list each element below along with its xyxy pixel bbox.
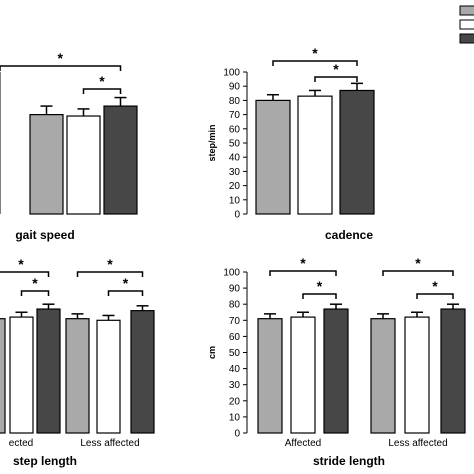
step-bar [36,308,61,434]
stride-y-tick-label: 100 [223,268,240,279]
stride-bar [440,308,466,434]
step-significance-bracket [20,290,50,296]
cadence-chart-title: cadence [325,228,373,242]
step-significance-bracket [76,271,144,277]
stride-y-tick-label: 90 [229,284,241,295]
gait-significance-star: * [58,50,64,66]
stride-y-tick-label: 40 [229,364,241,375]
step-bar [65,318,90,434]
cadence-y-tick-label: 100 [223,68,240,79]
cadence-significance-bracket [314,76,358,82]
stride-y-tick-label: 20 [229,396,241,407]
cadence-y-tick-label: 80 [229,96,241,107]
cadence-y-tick-label: 10 [229,195,241,206]
step-significance-star: * [32,275,38,291]
cadence-bar [297,95,333,215]
stride-bar [257,318,283,434]
step-bar [0,318,6,434]
stride-y-tick-label: 50 [229,348,241,359]
stride-significance-bracket [302,293,337,299]
stride-category-label: Affected [285,438,322,449]
gait-bar [29,113,64,215]
cadence-y-tick-label: 90 [229,82,241,93]
step-bar [9,316,34,434]
cadence-bar [339,89,375,215]
stride-y-tick-label: 30 [229,380,241,391]
step-significance-bracket [107,290,144,296]
gait-significance-bracket [0,65,122,71]
stride-y-axis-label: cm [207,346,217,359]
gait-chart-title: gait speed [15,228,74,242]
stride-bar [290,316,316,434]
gait-bar [66,115,101,215]
stride-chart-title: stride length [313,454,385,468]
step-significance-star: * [18,256,24,272]
cadence-significance-bracket [272,60,358,66]
step-chart-title: step length [13,454,77,468]
cadence-y-axis-label: step/min [207,124,217,161]
stride-significance-star: * [432,278,438,294]
legend-swatch-dark [459,33,474,44]
cadence-y-tick-label: 40 [229,153,241,164]
gait-significance-star: * [99,73,105,89]
stride-significance-bracket [416,293,454,299]
step-category-label: ected [9,438,33,449]
cadence-y-tick-label: 70 [229,110,241,121]
cadence-y-tick-label: 20 [229,181,241,192]
cadence-y-tick-label: 60 [229,124,241,135]
stride-bar [370,318,396,434]
stride-significance-star: * [300,255,306,271]
stride-y-tick-label: 0 [234,429,240,440]
stride-significance-star: * [317,278,323,294]
step-significance-star: * [107,256,113,272]
stride-significance-bracket [269,270,337,276]
stride-y-tick-label: 60 [229,332,241,343]
stride-bar [323,308,349,434]
stride-category-label: Less affected [388,438,447,449]
stride-bar [404,316,430,434]
cadence-y-tick-label: 50 [229,139,241,150]
step-significance-star: * [123,275,129,291]
legend-swatch-gray [459,5,474,16]
stride-y-tick-label: 80 [229,300,241,311]
stride-significance-star: * [415,255,421,271]
step-bar [96,319,121,434]
cadence-y-tick-label: 0 [234,210,240,221]
legend-swatch-white [459,19,474,30]
step-significance-bracket [0,271,50,277]
cadence-bar [255,99,291,215]
cadence-y-tick-label: 30 [229,167,241,178]
stride-y-tick-label: 70 [229,316,241,327]
step-category-label: Less affected [80,438,139,449]
stride-y-tick-label: 10 [229,412,241,423]
cadence-significance-star: * [333,61,339,77]
cadence-significance-star: * [312,45,318,61]
step-bar [130,310,155,434]
gait-bar [103,105,138,215]
stride-significance-bracket [382,270,454,276]
gait-significance-bracket [82,88,122,94]
